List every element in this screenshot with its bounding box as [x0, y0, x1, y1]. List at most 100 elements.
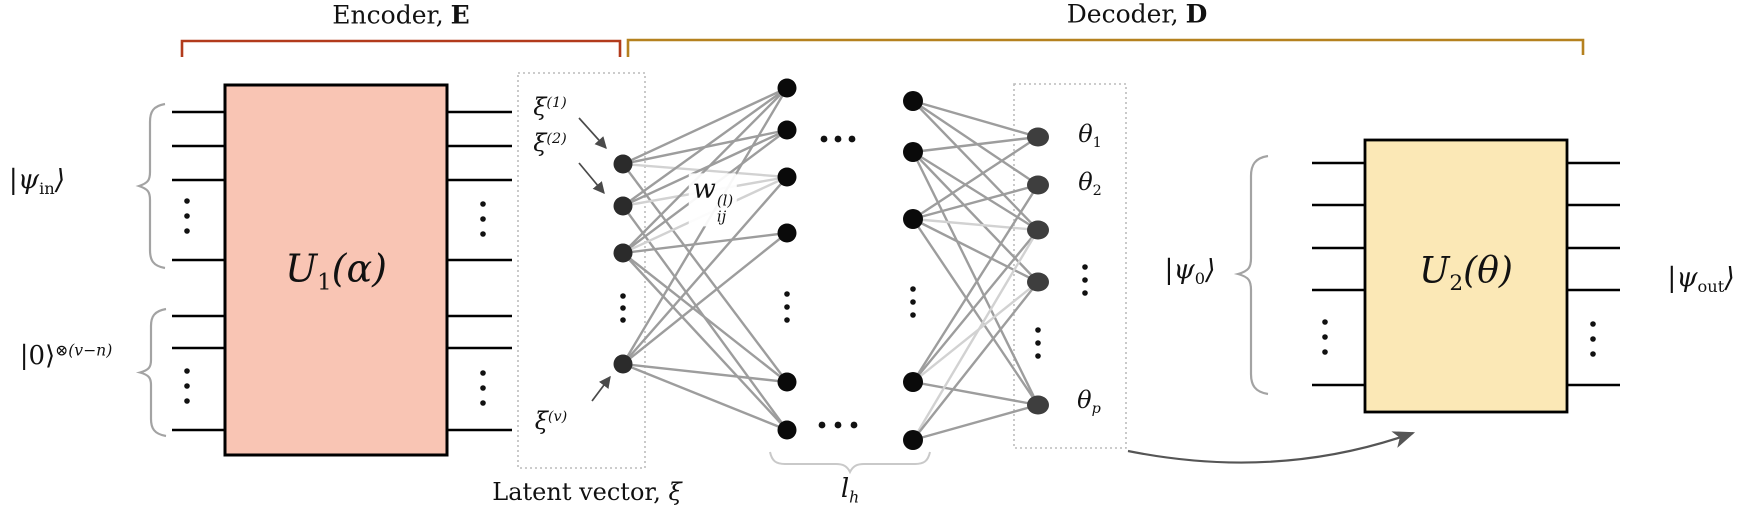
- vertical-ellipsis-dot: [784, 304, 790, 310]
- vertical-ellipsis-dot: [1590, 321, 1596, 327]
- nn-edge: [622, 87, 788, 207]
- theta-p-label: θp: [1077, 385, 1101, 417]
- vertical-ellipsis-dot: [1590, 336, 1596, 342]
- vertical-ellipsis-dot: [620, 293, 626, 299]
- vertical-ellipsis-dot: [1590, 351, 1596, 357]
- nn-edge: [622, 128, 788, 208]
- neuron-node: [1027, 272, 1049, 292]
- vertical-ellipsis-dot: [184, 213, 190, 219]
- encoder-fraktur-symbol: E: [450, 0, 470, 30]
- vertical-ellipsis-dot: [184, 398, 190, 404]
- nn-edge: [622, 362, 788, 384]
- psi0-brace: [1233, 154, 1269, 396]
- nn-edge: [622, 232, 788, 365]
- nn-edge: [912, 229, 1039, 383]
- vertical-ellipsis-dot: [480, 370, 486, 376]
- nn-edge: [912, 380, 1039, 407]
- nn-edge: [622, 86, 788, 166]
- nn-edge: [622, 87, 788, 254]
- nn-edge: [912, 135, 1039, 221]
- theta-output-dotted-box: [1013, 83, 1127, 449]
- xi1-arrow: [578, 117, 607, 150]
- decoder-unitary-box: [1363, 138, 1569, 414]
- theta-to-decoder-arrow: [1127, 431, 1416, 464]
- nn-edge: [912, 135, 1039, 154]
- neuron-node: [903, 209, 923, 229]
- horizontal-ellipsis-dot: [820, 135, 828, 143]
- zero-ket-label: |0⟩⊗(v−n): [19, 341, 113, 371]
- horizontal-ellipsis-dot: [834, 421, 842, 429]
- vertical-ellipsis-dot: [910, 299, 916, 305]
- decoder-gate-label: U2(θ): [1419, 250, 1513, 296]
- nn-edge: [912, 99, 1039, 139]
- psi-out-label: |ψout⟩: [1667, 262, 1735, 297]
- neuron-node: [777, 372, 797, 392]
- encoder-bracket-label: Encoder, E: [332, 0, 470, 30]
- nn-edge: [912, 281, 1039, 383]
- vertical-ellipsis-dot: [1322, 349, 1328, 355]
- neuron-node: [903, 372, 923, 392]
- nn-edge: [911, 229, 1040, 441]
- neuron-node: [1027, 220, 1049, 240]
- vertical-ellipsis-dot: [184, 198, 190, 204]
- nn-nodes-group: [613, 78, 1049, 450]
- theta2-label: θ2: [1078, 167, 1102, 199]
- vertical-ellipsis-dot: [184, 368, 190, 374]
- xi2-arrow: [578, 162, 605, 195]
- horizontal-ellipsis-dot: [850, 421, 858, 429]
- nn-edge: [622, 252, 788, 431]
- nn-edges-group: [621, 86, 1040, 442]
- vertical-ellipsis-dot: [910, 312, 916, 318]
- vertical-ellipsis-dot: [1035, 353, 1041, 359]
- vertical-ellipsis-dot: [480, 216, 486, 222]
- vertical-ellipsis-dot: [480, 201, 486, 207]
- horizontal-ellipsis-dot: [834, 135, 842, 143]
- neuron-node: [903, 91, 923, 111]
- neuron-node: [777, 167, 797, 187]
- xiv-arrow: [591, 375, 611, 402]
- nn-edge: [912, 403, 1039, 442]
- neuron-node: [1027, 395, 1049, 415]
- neuron-node: [903, 142, 923, 162]
- nn-edge: [622, 252, 788, 383]
- encoder-gate-label: U1(α): [285, 246, 387, 296]
- vertical-ellipsis-dot: [620, 305, 626, 311]
- vertical-ellipsis-dot: [1322, 319, 1328, 325]
- neuron-node: [1027, 127, 1049, 147]
- vertical-ellipsis-dot: [1082, 277, 1088, 283]
- nn-edge: [912, 217, 1039, 232]
- neuron-node: [613, 154, 633, 174]
- latent-vector-dotted-box: [517, 72, 646, 469]
- hidden-layers-label: lh: [840, 473, 860, 507]
- nn-edge: [622, 231, 788, 255]
- vertical-ellipsis-dot: [184, 228, 190, 234]
- vertical-ellipsis-dot: [1035, 340, 1041, 346]
- vertical-ellipsis-dot: [1322, 334, 1328, 340]
- nn-edge: [912, 217, 1039, 284]
- psi0-label: |ψ0⟩: [1164, 254, 1216, 289]
- neuron-node: [777, 223, 797, 243]
- encoder-unitary-box: [223, 83, 449, 457]
- vertical-ellipsis-dot: [480, 400, 486, 406]
- neuron-node: [613, 354, 633, 374]
- nn-edge: [622, 176, 788, 365]
- xiv-label: ξ(v): [534, 407, 568, 435]
- vertical-ellipsis-dot: [620, 317, 626, 323]
- vertical-ellipsis-dot: [1082, 264, 1088, 270]
- neuron-node: [777, 420, 797, 440]
- horizontal-ellipsis-dot: [818, 421, 826, 429]
- nn-edge: [912, 151, 1039, 283]
- vertical-ellipsis-dot: [1082, 290, 1088, 296]
- neuron-node: [777, 120, 797, 140]
- neuron-node: [777, 78, 797, 98]
- neuron-node: [613, 196, 633, 216]
- decoder-bracket-label: Decoder, D: [1066, 0, 1208, 29]
- vertical-ellipsis-dot: [480, 231, 486, 237]
- nn-edge: [911, 184, 1040, 383]
- nn-edge: [912, 100, 1039, 231]
- neuron-node: [613, 243, 633, 263]
- theta1-label: θ1: [1078, 119, 1102, 151]
- vertical-ellipsis-dot: [1035, 327, 1041, 333]
